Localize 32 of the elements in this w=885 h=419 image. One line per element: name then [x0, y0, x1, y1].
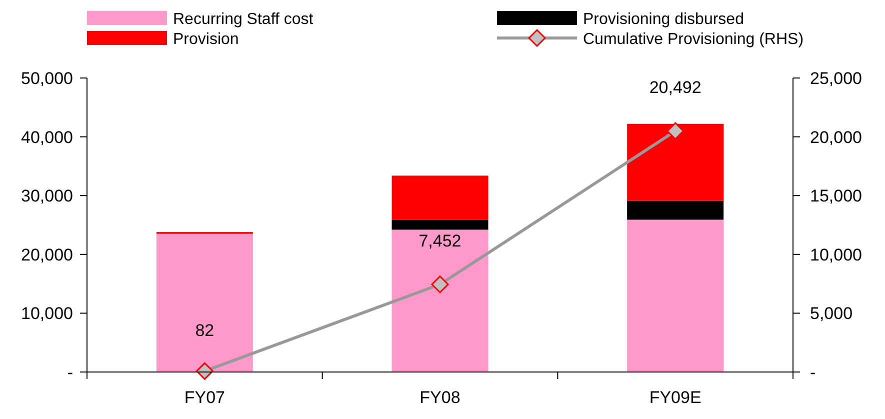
bar [627, 200, 724, 220]
legend-label: Recurring Staff cost [173, 11, 314, 28]
data-label: 20,492 [649, 78, 702, 98]
y-tick-label: 40,000 [21, 128, 73, 147]
point [196, 362, 214, 380]
bar [627, 220, 724, 372]
y-tick-label: - [67, 363, 73, 382]
y2-tick-label: 25,000 [810, 69, 862, 88]
bar [392, 176, 488, 220]
legend-label: Provisioning disbursed [583, 11, 744, 28]
x-tick-label: FY09E [649, 388, 702, 407]
point [666, 122, 684, 140]
data-label: 82 [195, 321, 214, 340]
y-tick-label: 30,000 [21, 186, 73, 206]
x-tick-label: FY08 [420, 388, 460, 407]
y-tick-label: 10,000 [21, 304, 73, 324]
y2-tick-label: - [810, 363, 816, 382]
y-tick-label: 50,000 [21, 69, 73, 88]
bar [392, 220, 488, 230]
legend-label: Provision [173, 31, 239, 48]
point [431, 276, 449, 294]
bar [392, 230, 488, 372]
x-tick-label: FY07 [184, 388, 225, 407]
y2-tick-label: 20,000 [810, 128, 862, 147]
bar [627, 124, 724, 201]
y2-tick-label: 5,000 [810, 304, 853, 324]
data-label: 7,452 [418, 231, 462, 250]
legend-label: Cumulative Provisioning (RHS) [583, 31, 804, 48]
bar [156, 234, 253, 372]
y-tick-label: 20,000 [21, 245, 73, 264]
y2-tick-label: 10,000 [810, 245, 862, 264]
y2-tick-label: 15,000 [810, 186, 862, 206]
